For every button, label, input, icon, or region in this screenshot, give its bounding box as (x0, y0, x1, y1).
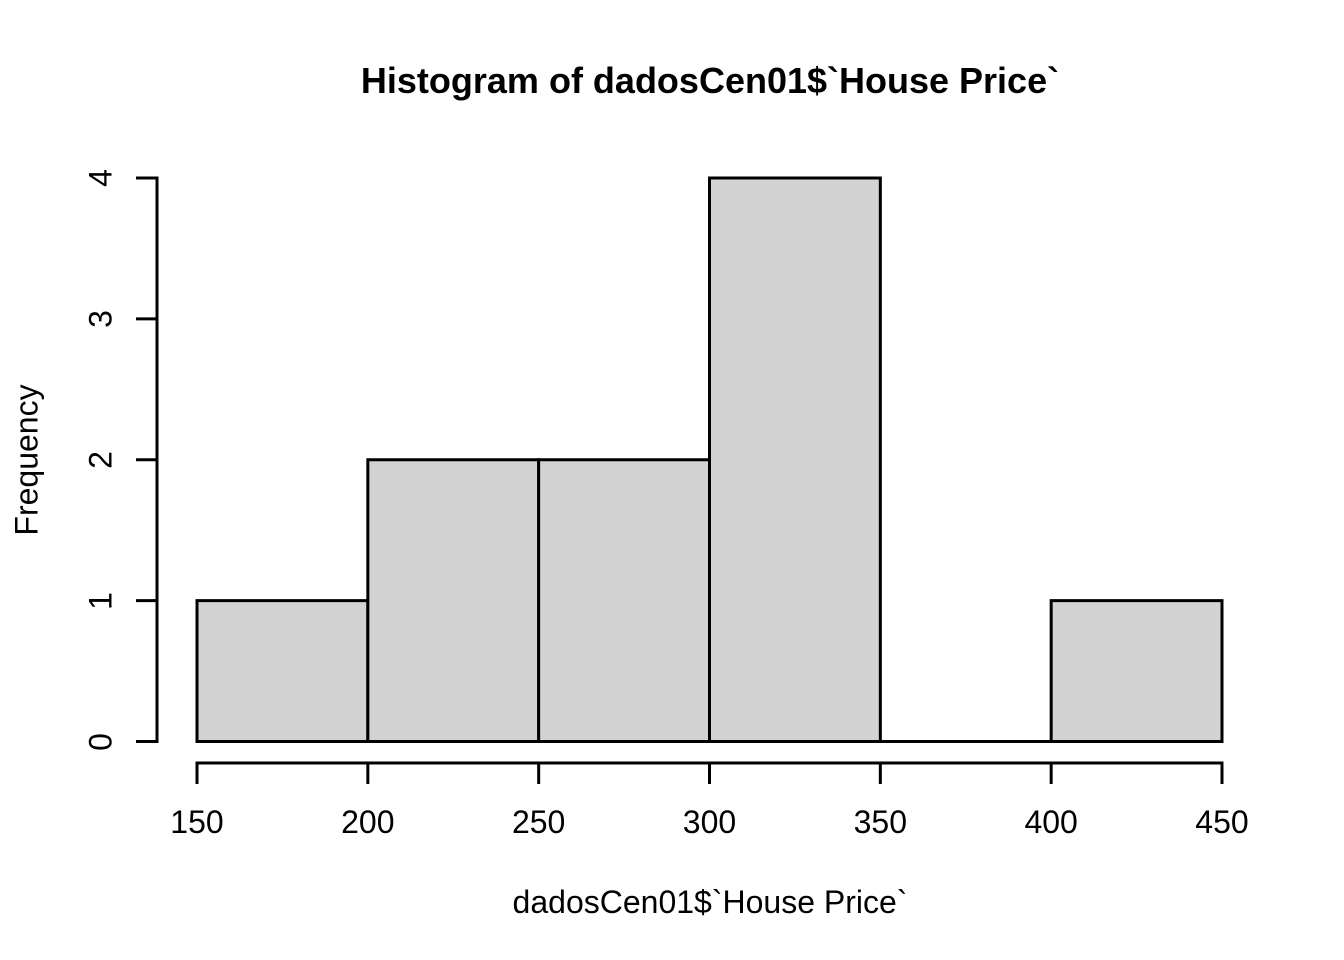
y-tick-label: 3 (82, 309, 119, 328)
histogram-bar (537, 458, 712, 743)
histogram-bar (1049, 599, 1224, 743)
x-tick-label: 350 (853, 804, 908, 840)
x-tick-label: 300 (682, 804, 737, 840)
chart-title: Histogram of dadosCen01$`House Price` (360, 60, 1060, 101)
y-tick-label: 1 (82, 591, 119, 610)
x-tick-label: 450 (1195, 804, 1249, 840)
x-tick-label: 200 (341, 804, 395, 840)
y-axis-title: Frequency (8, 384, 45, 536)
x-tick-label: 400 (1024, 804, 1078, 840)
x-axis-title: dadosCen01$`House Price` (512, 884, 908, 920)
y-tick-label: 4 (82, 169, 119, 187)
x-tick-label: 150 (170, 804, 224, 840)
y-tick-label: 0 (82, 732, 119, 751)
x-tick-label: 250 (511, 804, 566, 840)
histogram-bar (708, 176, 882, 743)
y-tick-label: 2 (82, 450, 119, 469)
histogram-bar (195, 599, 370, 743)
histogram-bar (366, 458, 541, 743)
